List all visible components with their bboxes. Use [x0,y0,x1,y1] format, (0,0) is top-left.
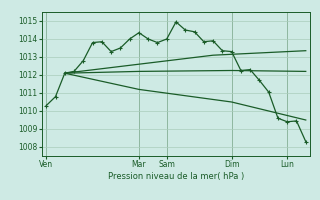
X-axis label: Pression niveau de la mer( hPa ): Pression niveau de la mer( hPa ) [108,172,244,181]
